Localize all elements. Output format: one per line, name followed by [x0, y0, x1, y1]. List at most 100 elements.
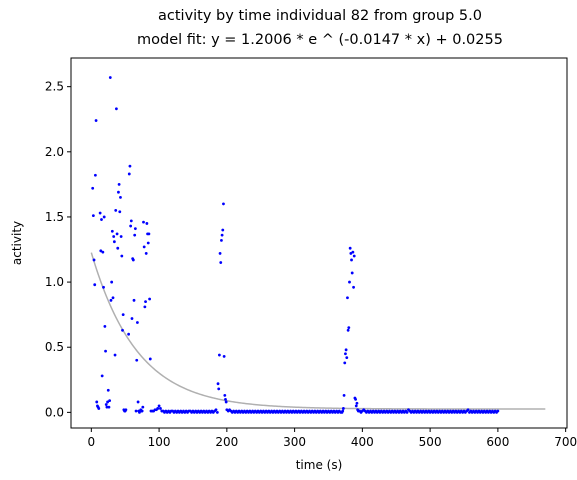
data-point [124, 408, 128, 412]
data-point [121, 313, 125, 317]
data-point [142, 245, 146, 249]
plot-area [70, 57, 568, 429]
data-point [146, 241, 150, 245]
y-tick-label: 1.0 [45, 275, 64, 289]
data-point [115, 107, 118, 111]
data-point [148, 357, 152, 361]
y-tick-label: 0.5 [45, 340, 64, 354]
data-point [135, 358, 139, 362]
data-point [351, 250, 355, 254]
data-point [142, 220, 145, 224]
y-axis-label: activity [10, 221, 24, 265]
data-point [343, 361, 347, 365]
x-axis: 0 100 200 300 400 500 600 700 [88, 428, 577, 449]
data-point [348, 246, 352, 250]
data-point [141, 405, 145, 409]
data-point [131, 258, 135, 262]
data-point [136, 400, 140, 404]
chart-title: activity by time individual 82 from grou… [158, 8, 482, 24]
data-point [138, 410, 141, 414]
data-point [91, 214, 95, 218]
data-point [105, 405, 109, 409]
data-point [344, 352, 347, 356]
data-point [341, 407, 345, 410]
chart-subtitle: model fit: y = 1.2006 * e ^ (-0.0147 * x… [137, 32, 503, 48]
data-point [220, 233, 224, 237]
y-tick-label: 1.5 [45, 210, 64, 224]
data-point [346, 296, 349, 300]
data-point [354, 404, 358, 408]
data-point [354, 397, 357, 401]
data-point [93, 283, 97, 287]
data-point [144, 300, 147, 304]
data-point [136, 321, 139, 324]
x-tick-label: 100 [148, 435, 171, 449]
data-point [100, 218, 103, 221]
x-tick-label: 500 [419, 435, 442, 449]
data-point [106, 400, 109, 404]
data-point [110, 229, 114, 233]
data-point [91, 186, 95, 190]
data-point [128, 164, 132, 168]
data-point [216, 382, 220, 386]
data-point [144, 252, 148, 255]
data-point [352, 285, 355, 289]
data-point [215, 410, 219, 414]
data-point [466, 408, 470, 412]
data-point [111, 296, 115, 300]
data-point [114, 209, 118, 212]
data-point [222, 354, 226, 358]
data-point [120, 254, 124, 258]
x-tick-label: 300 [283, 435, 306, 449]
data-point [145, 222, 149, 225]
data-point [119, 235, 123, 238]
data-point [112, 235, 116, 238]
data-point [109, 298, 113, 302]
data-point [104, 403, 108, 406]
y-tick-label: 2.5 [45, 80, 64, 94]
data-point [133, 227, 137, 231]
data-point [101, 250, 105, 254]
data-point [224, 400, 228, 404]
data-point [344, 348, 348, 352]
data-point [143, 305, 147, 309]
data-point [94, 119, 98, 122]
data-point [221, 228, 225, 232]
x-axis-label: time (s) [296, 458, 343, 472]
data-point [112, 240, 116, 244]
data-point [496, 409, 500, 413]
data-point [130, 317, 134, 320]
data-point [108, 399, 112, 403]
data-point [95, 400, 99, 404]
data-point [129, 219, 133, 223]
data-point [148, 297, 152, 301]
data-point [107, 405, 111, 409]
data-point [93, 173, 97, 177]
data-point [220, 238, 223, 242]
fit-curve-layer [90, 252, 546, 410]
data-point [98, 211, 102, 215]
data-point [147, 232, 151, 236]
data-point [159, 407, 162, 410]
data-point [104, 349, 107, 353]
data-point [92, 258, 96, 262]
data-point [134, 409, 138, 413]
data-point [119, 196, 122, 199]
data-point [140, 409, 144, 413]
y-tick-label: 2.0 [45, 145, 64, 159]
data-point [342, 394, 346, 397]
data-point [219, 261, 223, 264]
y-tick-label: 0.0 [45, 405, 64, 419]
x-tick-label: 400 [351, 435, 374, 449]
data-point [115, 232, 119, 236]
data-point [132, 298, 136, 302]
data-point [157, 404, 161, 408]
fit-curve [90, 252, 546, 410]
data-point [121, 328, 124, 332]
data-point [100, 374, 104, 378]
data-point [223, 394, 227, 397]
data-point [218, 252, 222, 255]
data-point [346, 328, 350, 332]
data-point [156, 407, 160, 410]
